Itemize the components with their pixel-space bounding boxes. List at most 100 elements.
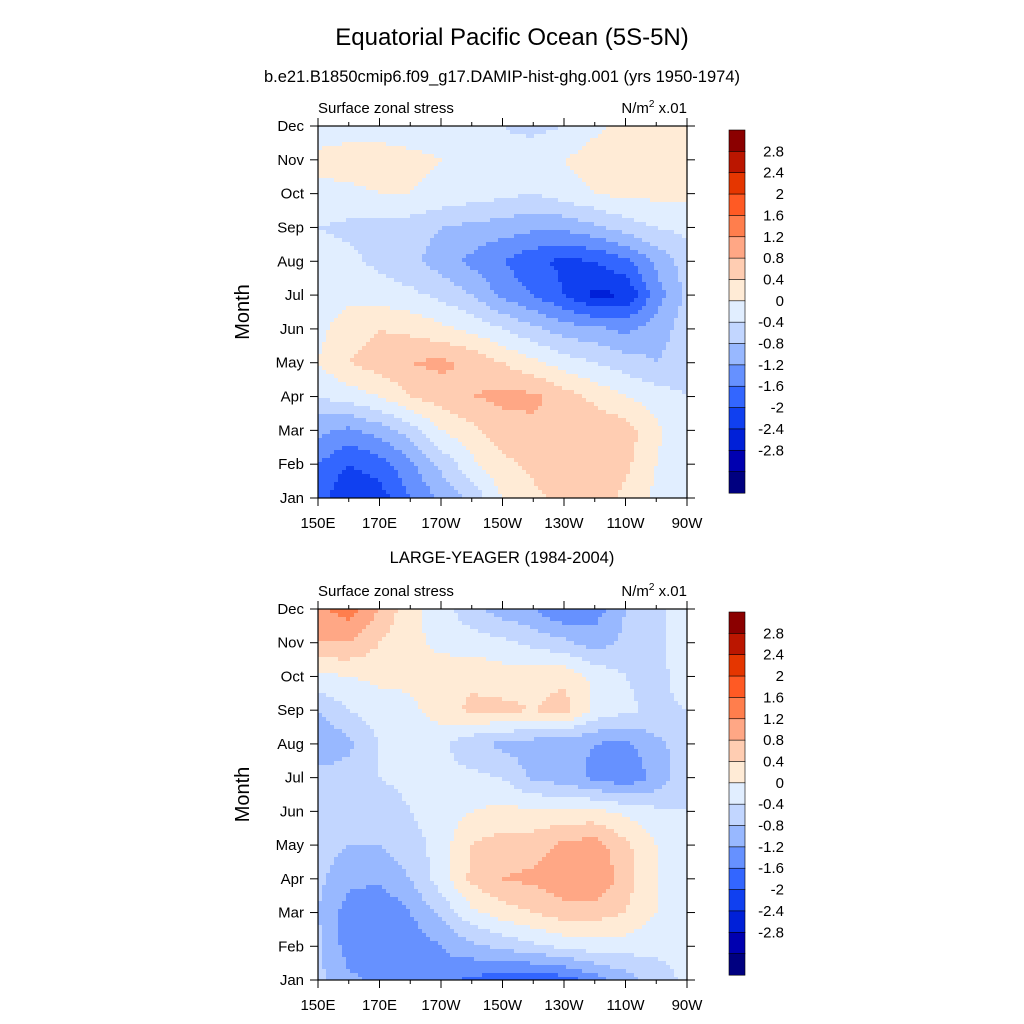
heatmap-cell	[490, 290, 494, 294]
heatmap-cell	[646, 254, 650, 258]
heatmap-cell	[486, 182, 490, 186]
heatmap-cell	[446, 238, 450, 242]
heatmap-cell	[426, 214, 430, 218]
heatmap-cell	[338, 246, 342, 250]
heatmap-cell	[586, 246, 590, 250]
heatmap-cell	[498, 258, 502, 262]
heatmap-cell	[378, 190, 382, 194]
heatmap-cell	[382, 314, 386, 318]
heatmap-cell	[566, 230, 570, 234]
heatmap-cell	[650, 298, 654, 302]
heatmap-cell	[366, 318, 370, 322]
heatmap-cell	[634, 302, 638, 306]
heatmap-cell	[478, 170, 482, 174]
heatmap-cell	[434, 302, 438, 306]
heatmap-cell	[330, 210, 334, 214]
heatmap-cell	[514, 302, 518, 306]
heatmap-cell	[354, 278, 358, 282]
heatmap-cell	[358, 166, 362, 170]
heatmap-cell	[466, 198, 470, 202]
heatmap-cell	[662, 286, 666, 290]
heatmap-cell	[578, 246, 582, 250]
heatmap-cell	[542, 174, 546, 178]
heatmap-cell	[670, 238, 674, 242]
heatmap-cell	[626, 286, 630, 290]
heatmap-cell	[350, 238, 354, 242]
heatmap-cell	[550, 214, 554, 218]
heatmap-cell	[438, 146, 442, 150]
heatmap-cell	[646, 182, 650, 186]
heatmap-cell	[606, 318, 610, 322]
heatmap-cell	[590, 162, 594, 166]
heatmap-cell	[318, 146, 322, 150]
heatmap-cell	[606, 126, 610, 130]
heatmap-cell	[630, 150, 634, 154]
heatmap-cell	[438, 310, 442, 314]
heatmap-cell	[514, 130, 518, 134]
heatmap-cell	[478, 150, 482, 154]
heatmap-cell	[678, 158, 682, 162]
heatmap-cell	[326, 330, 330, 334]
heatmap-cell	[598, 146, 602, 150]
heatmap-cell	[338, 158, 342, 162]
heatmap-cell	[542, 242, 546, 246]
heatmap-cell	[410, 190, 414, 194]
heatmap-cell	[530, 142, 534, 146]
heatmap-cell	[590, 138, 594, 142]
heatmap-cell	[482, 126, 486, 130]
heatmap-cell	[546, 338, 550, 342]
heatmap-cell	[666, 286, 670, 290]
heatmap-cell	[534, 306, 538, 310]
heatmap-cell	[406, 162, 410, 166]
heatmap-cell	[514, 286, 518, 290]
heatmap-cell	[394, 210, 398, 214]
heatmap-cell	[510, 194, 514, 198]
heatmap-cell	[534, 258, 538, 262]
heatmap-cell	[558, 246, 562, 250]
heatmap-cell	[342, 158, 346, 162]
heatmap-cell	[390, 210, 394, 214]
heatmap-cell	[682, 242, 686, 246]
heatmap-cell	[422, 218, 426, 222]
heatmap-cell	[334, 290, 338, 294]
heatmap-cell	[406, 258, 410, 262]
heatmap-cell	[638, 154, 642, 158]
heatmap-cell	[494, 314, 498, 318]
heatmap-cell	[490, 190, 494, 194]
heatmap-cell	[434, 142, 438, 146]
heatmap-cell	[374, 158, 378, 162]
heatmap-cells	[318, 126, 687, 498]
heatmap-cell	[650, 282, 654, 286]
heatmap-cell	[342, 314, 346, 318]
heatmap-cell	[358, 158, 362, 162]
heatmap-cell	[518, 206, 522, 210]
heatmap-cell	[398, 262, 402, 266]
heatmap-cell	[554, 266, 558, 270]
heatmap-cell	[438, 262, 442, 266]
heatmap-cell	[590, 154, 594, 158]
heatmap-cell	[366, 134, 370, 138]
heatmap-cell	[570, 130, 574, 134]
heatmap-cell	[590, 290, 594, 294]
heatmap-cell	[606, 322, 610, 326]
heatmap-cell	[454, 266, 458, 270]
heatmap-cell	[470, 134, 474, 138]
heatmap-cell	[346, 226, 350, 230]
heatmap-cell	[626, 258, 630, 262]
heatmap-cell	[418, 230, 422, 234]
heatmap-cell	[642, 258, 646, 262]
heatmap-cell	[538, 322, 542, 326]
heatmap-cell	[410, 338, 414, 342]
heatmap-cell	[446, 274, 450, 278]
heatmap-cell	[462, 326, 466, 330]
heatmap-cell	[498, 154, 502, 158]
heatmap-cell	[646, 314, 650, 318]
heatmap-cell	[598, 234, 602, 238]
heatmap-cell	[322, 214, 326, 218]
heatmap-cell	[406, 166, 410, 170]
heatmap-cell	[662, 258, 666, 262]
heatmap-cell	[654, 290, 658, 294]
heatmap-cell	[506, 194, 510, 198]
heatmap-cell	[554, 330, 558, 334]
heatmap-cell	[422, 314, 426, 318]
